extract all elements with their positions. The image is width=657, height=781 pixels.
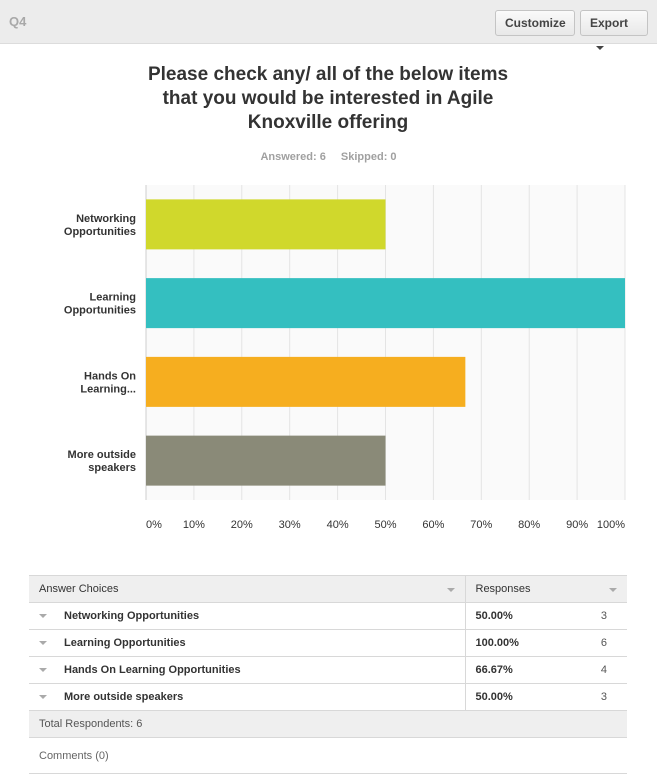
answer-choice-cell: Hands On Learning Opportunities [29,656,466,684]
answer-choice-cell: Learning Opportunities [29,629,466,657]
x-tick-label: 0% [146,519,162,531]
answer-choice-cell: More outside speakers [29,683,466,711]
x-tick-label: 10% [183,519,205,531]
answer-choice-cell: Networking Opportunities [29,602,466,630]
category-label: Hands On [84,370,136,382]
response-count: 6 [585,629,627,657]
total-respondents-row: Total Respondents: 6 [29,710,627,738]
chevron-down-icon [596,45,604,50]
answer-choices-header[interactable]: Answer Choices [29,575,466,603]
answer-choice-label: More outside speakers [64,691,184,703]
bar [146,435,386,486]
customize-button[interactable]: Customize [495,10,575,36]
response-percent: 50.00% [465,683,585,711]
category-label: Opportunities [64,226,136,238]
title-line: Please check any/ all of the below items [147,64,509,85]
response-percent: 100.00% [465,629,585,657]
question-number: Q4 [9,14,27,29]
chart-title: Please check any/ all of the below items… [120,63,536,135]
sort-icon [609,588,617,592]
bar [146,199,386,250]
expand-icon[interactable] [39,614,47,619]
x-tick-label: 20% [231,519,253,531]
response-percent: 50.00% [465,602,585,630]
x-tick-label: 90% [566,519,588,531]
x-tick-label: 30% [279,519,301,531]
comments-link[interactable]: Comments (0) [29,737,627,774]
responses-header[interactable]: Responses [465,576,627,603]
export-button[interactable]: Export [580,10,648,50]
responses-table: Answer Choices Responses Networking Oppo… [29,575,627,774]
x-tick-label: 60% [422,519,444,531]
response-count: 4 [585,656,627,684]
category-label: Learning... [80,383,136,395]
responses-header-label: Responses [475,583,531,595]
skipped-count: Skipped: 0 [340,151,397,163]
bar [146,278,625,329]
category-label: Opportunities [64,305,136,317]
expand-icon[interactable] [39,695,47,700]
comments-row: Comments (0) [29,737,627,774]
export-label: Export [590,16,629,30]
x-tick-label: 50% [374,519,396,531]
table-header: Answer Choices Responses [29,575,627,603]
category-label: speakers [88,462,136,474]
table-row: More outside speakers 50.00% 3 [29,683,627,711]
answer-choice-label: Networking Opportunities [64,610,200,622]
sort-icon [446,588,455,592]
x-tick-label: 100% [597,519,625,531]
category-label: Networking [76,213,136,225]
answered-count: Answered: 6 [260,151,326,163]
answer-choices-header-label: Answer Choices [39,583,119,595]
title-line: that you would be interested in Agile [162,88,494,109]
response-percent: 66.67% [465,656,585,684]
x-tick-label: 80% [518,519,540,531]
response-count: 3 [585,683,627,711]
title-line: Knoxville offering [247,112,409,133]
category-label: Learning [90,292,136,304]
x-tick-label: 40% [327,519,349,531]
expand-icon[interactable] [39,641,47,646]
table-row: Hands On Learning Opportunities 66.67% 4 [29,656,627,684]
total-respondents: Total Respondents: 6 [29,710,627,738]
response-count: 3 [585,602,627,630]
table-row: Learning Opportunities 100.00% 6 [29,629,627,657]
answer-choice-label: Learning Opportunities [64,637,186,649]
question-header-bar: Q4 Customize Export [0,0,657,50]
category-label: More outside [68,449,136,461]
answer-choice-label: Hands On Learning Opportunities [64,664,241,676]
response-stats: Answered: 6 Skipped: 0 [0,151,657,163]
expand-icon[interactable] [39,668,47,673]
x-tick-label: 70% [470,519,492,531]
table-row: Networking Opportunities 50.00% 3 [29,602,627,630]
bar [146,356,466,407]
bar-chart: NetworkingOpportunitiesLearningOpportuni… [64,185,626,531]
